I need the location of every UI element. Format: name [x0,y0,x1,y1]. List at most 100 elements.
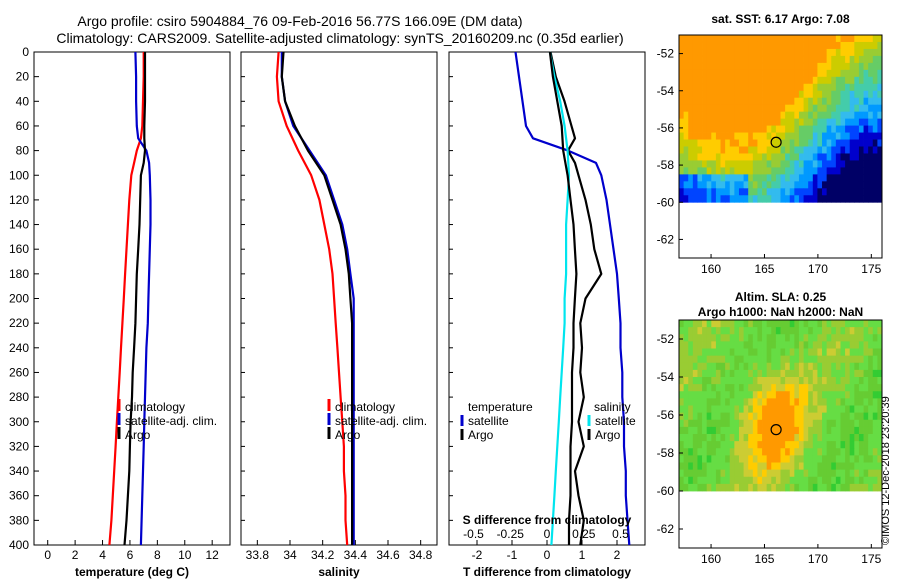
map-cell [785,139,791,147]
map-cell [798,341,804,349]
map-cell [803,69,809,78]
map-cell [877,412,883,421]
map-cell [775,348,781,357]
map-cell [729,167,735,175]
argo-position-marker [770,424,782,436]
map-cell [683,181,689,189]
map-cell [748,55,754,64]
map-cell [868,167,874,175]
map-cell [840,455,846,463]
map-cell [849,320,855,328]
map-cell [835,90,841,99]
map-cell [785,174,791,182]
map-cell [854,455,860,463]
map-cell [679,355,685,364]
map-cell [877,462,883,471]
y-tick-label: 160 [9,242,29,256]
map-cell [725,41,731,50]
map-cell [831,55,837,64]
map-cell [752,419,758,428]
map-cell [835,384,841,392]
map-cell [840,448,846,456]
map-cell [877,362,883,371]
map-cell [688,419,694,428]
map-cell [863,398,869,406]
map-cell [766,97,772,106]
map-cell [748,62,754,71]
x-tick-label: 160 [701,552,721,566]
map-cell [734,426,740,435]
map-cell [743,362,749,371]
map-cell [729,139,735,147]
map-cell [780,483,786,492]
map-cell [766,334,772,342]
map-cell [854,167,860,175]
map-cell [863,419,869,428]
map-cell [771,348,777,357]
map-cell [711,90,717,99]
map-cell [688,412,694,421]
map-cell [706,48,712,57]
map-cell [738,97,744,106]
map-cell [711,188,717,196]
map-cell [845,97,851,106]
map-cell [743,426,749,435]
map-cell [872,434,878,442]
map-cell [729,146,735,154]
map-cell [845,341,851,349]
map-cell [688,62,694,71]
map-cell [725,111,731,120]
map-cell [762,441,768,449]
map-cell [697,48,703,57]
map-cell [868,398,874,406]
map-cell [771,76,777,85]
y-tick-label: 180 [9,267,29,281]
map-cell [743,69,749,78]
map-cell [868,104,874,113]
map-cell [831,441,837,449]
map-cell [822,146,828,154]
map-cell [863,153,869,161]
map-cell [849,391,855,399]
map-cell [794,97,800,106]
map-cell [715,83,721,92]
map-cell [858,69,864,78]
map-cell [840,181,846,189]
map-cell [863,167,869,175]
x-tick-label: 34 [283,548,297,562]
map-cell [711,35,717,43]
map-cell [706,188,712,196]
map-cell [715,419,721,428]
map-cell [702,35,708,43]
map-cell [785,104,791,113]
map-cell [720,83,726,92]
map-cell [702,153,708,161]
map-cell [803,195,809,203]
map-cell [812,35,818,43]
map-cell [785,97,791,106]
map-cell [743,384,749,392]
map-cell [711,391,717,399]
map-cell [738,48,744,57]
plot-frame [240,51,438,546]
map-cell [766,195,772,203]
map-cell [734,153,740,161]
map-cell [711,327,717,335]
map-cell [766,469,772,478]
map-cell [738,69,744,78]
map-cell [729,455,735,463]
map-cell [858,341,864,349]
map-cell [812,125,818,133]
map-cell [757,90,763,99]
map-cell [706,195,712,203]
map-cell [688,104,694,113]
map-cell [683,139,689,147]
map-cell [822,55,828,64]
y-tick-label: -60 [657,484,675,498]
map-cell [854,35,860,43]
map-cell [729,355,735,364]
map-cell [752,384,758,392]
map-cell [868,405,874,414]
map-cell [872,341,878,349]
map-cell [812,441,818,449]
